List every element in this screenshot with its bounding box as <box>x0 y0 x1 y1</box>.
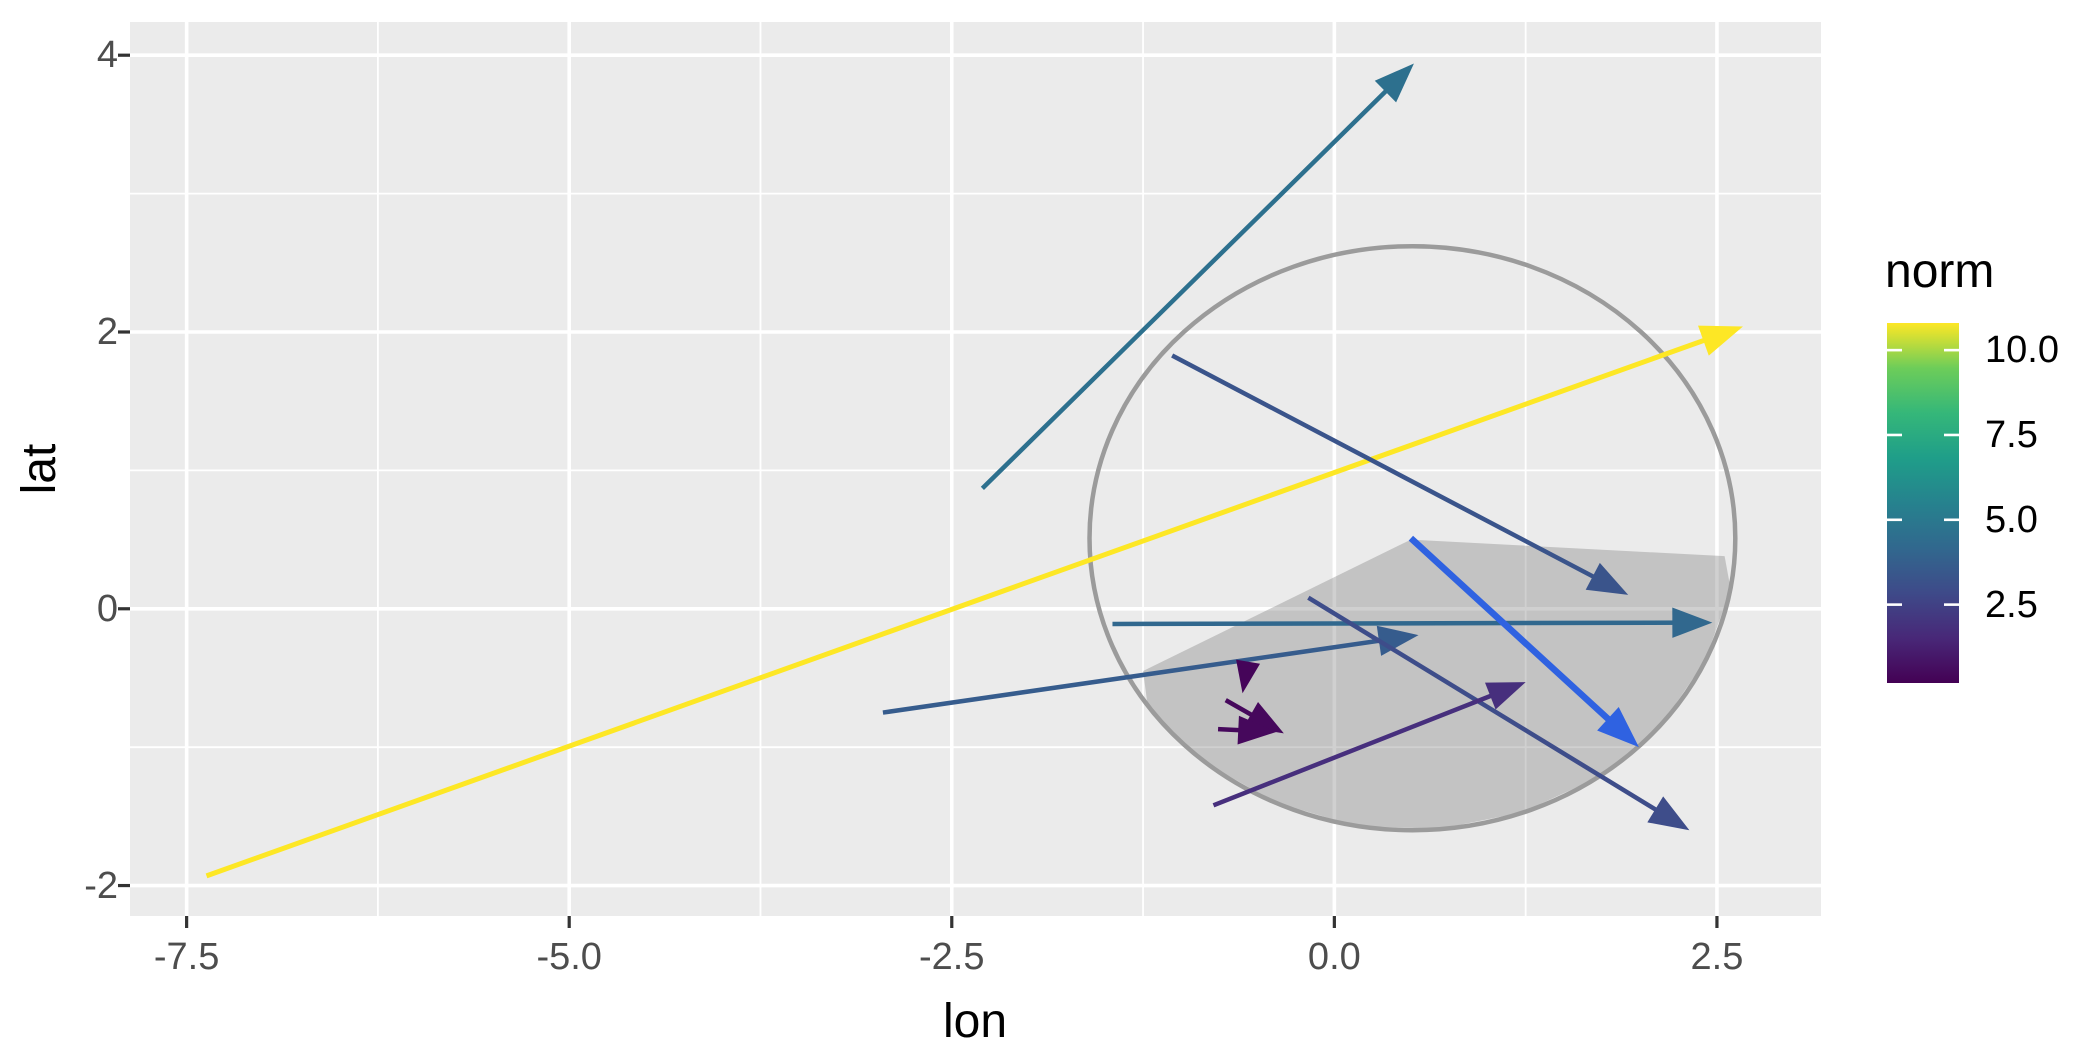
arrow-segment-head <box>1698 325 1743 356</box>
arrow-segment-shaft <box>980 74 1403 490</box>
overlay-arrow <box>1408 535 1639 748</box>
x-tick-label: -5.0 <box>536 936 602 978</box>
panel-background <box>130 22 1821 916</box>
x-axis-title: lon <box>942 995 1008 1048</box>
arrow-segment-shaft <box>1212 686 1511 808</box>
arrow-segment-head <box>1236 659 1261 694</box>
arrow-segment-head <box>1647 796 1690 831</box>
arrow-segment <box>1217 715 1277 745</box>
legend-tick-label: 7.5 <box>1985 413 2038 456</box>
overlay-arrow-head <box>1597 707 1639 748</box>
y-tick-label: 0 <box>96 587 118 630</box>
arrow-segment <box>980 63 1414 490</box>
arrow-segment <box>1112 607 1713 638</box>
x-tick-label: 2.5 <box>1690 936 1744 978</box>
arrow-segment-head <box>1485 682 1526 710</box>
legend-tick-label: 2.5 <box>1985 583 2038 626</box>
arrow-segment-shaft <box>205 330 1726 879</box>
arrow-segment <box>1236 659 1261 694</box>
x-tick-label: -7.5 <box>153 936 220 978</box>
arrow-segment-shaft <box>1171 353 1614 589</box>
arrow-segment-shaft <box>882 635 1402 715</box>
arrow-segment-shaft <box>1307 595 1676 823</box>
arrow-segment <box>1212 682 1526 808</box>
wedge-polygon <box>1143 539 1731 829</box>
y-tick-label: -2 <box>84 864 118 907</box>
arrow-segment-head <box>1374 63 1414 103</box>
arrow-segment <box>1307 595 1690 831</box>
arrow-segment-head <box>1237 715 1277 745</box>
x-tick-label: -2.5 <box>919 936 985 978</box>
y-tick-label: 2 <box>96 310 118 353</box>
y-tick-label: 4 <box>96 34 118 77</box>
overlay-arrow-shaft <box>1408 535 1628 737</box>
legend-tick-label: 5.0 <box>1985 498 2038 541</box>
arrow-segment <box>205 325 1743 879</box>
arrow-segment-head <box>1585 562 1629 595</box>
legend-title: norm <box>1885 245 1995 298</box>
legend-tick-label: 10.0 <box>1985 329 2059 372</box>
y-axis-title: lat <box>13 443 66 495</box>
arrow-segment <box>1171 353 1629 595</box>
buffer-circle <box>1087 243 1738 833</box>
x-tick-label: 0.0 <box>1307 936 1361 978</box>
arrow-segment-head <box>1672 607 1713 638</box>
legend-colorbar <box>1887 323 1959 683</box>
arrow-segment-shaft <box>1112 620 1695 627</box>
